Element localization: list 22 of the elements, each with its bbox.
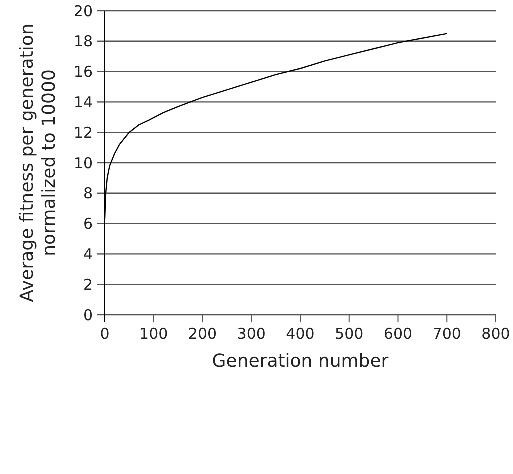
y-tick-label: 6 [83, 215, 93, 234]
x-tick-label: 800 [482, 325, 510, 343]
y-tick-label: 10 [74, 154, 93, 172]
y-axis-title: Average fitness per generation normalized to 10000 [17, 24, 60, 302]
x-tick-label: 100 [140, 325, 168, 343]
x-tick-label: 700 [432, 325, 462, 343]
x-tick-label: 400 [286, 325, 315, 343]
y-tick-label: 0 [83, 306, 93, 324]
y-tick-label: 8 [83, 184, 93, 203]
y-tick-label: 20 [74, 2, 93, 20]
y-tick-label: 14 [74, 93, 93, 112]
x-tick-label: 0 [100, 325, 110, 343]
x-tick-label: 500 [335, 325, 364, 343]
x-axis-title: Generation number [212, 351, 390, 372]
x-tick-label: 600 [384, 325, 413, 343]
y-tick-label: 4 [83, 245, 93, 264]
x-tick-label: 200 [188, 325, 218, 343]
x-tick-label: 300 [237, 325, 266, 343]
y-tick-label: 2 [83, 276, 93, 294]
y-tick-label: 18 [74, 32, 93, 51]
y-tick-label: 16 [74, 63, 93, 82]
y-tick-label: 12 [74, 124, 93, 142]
